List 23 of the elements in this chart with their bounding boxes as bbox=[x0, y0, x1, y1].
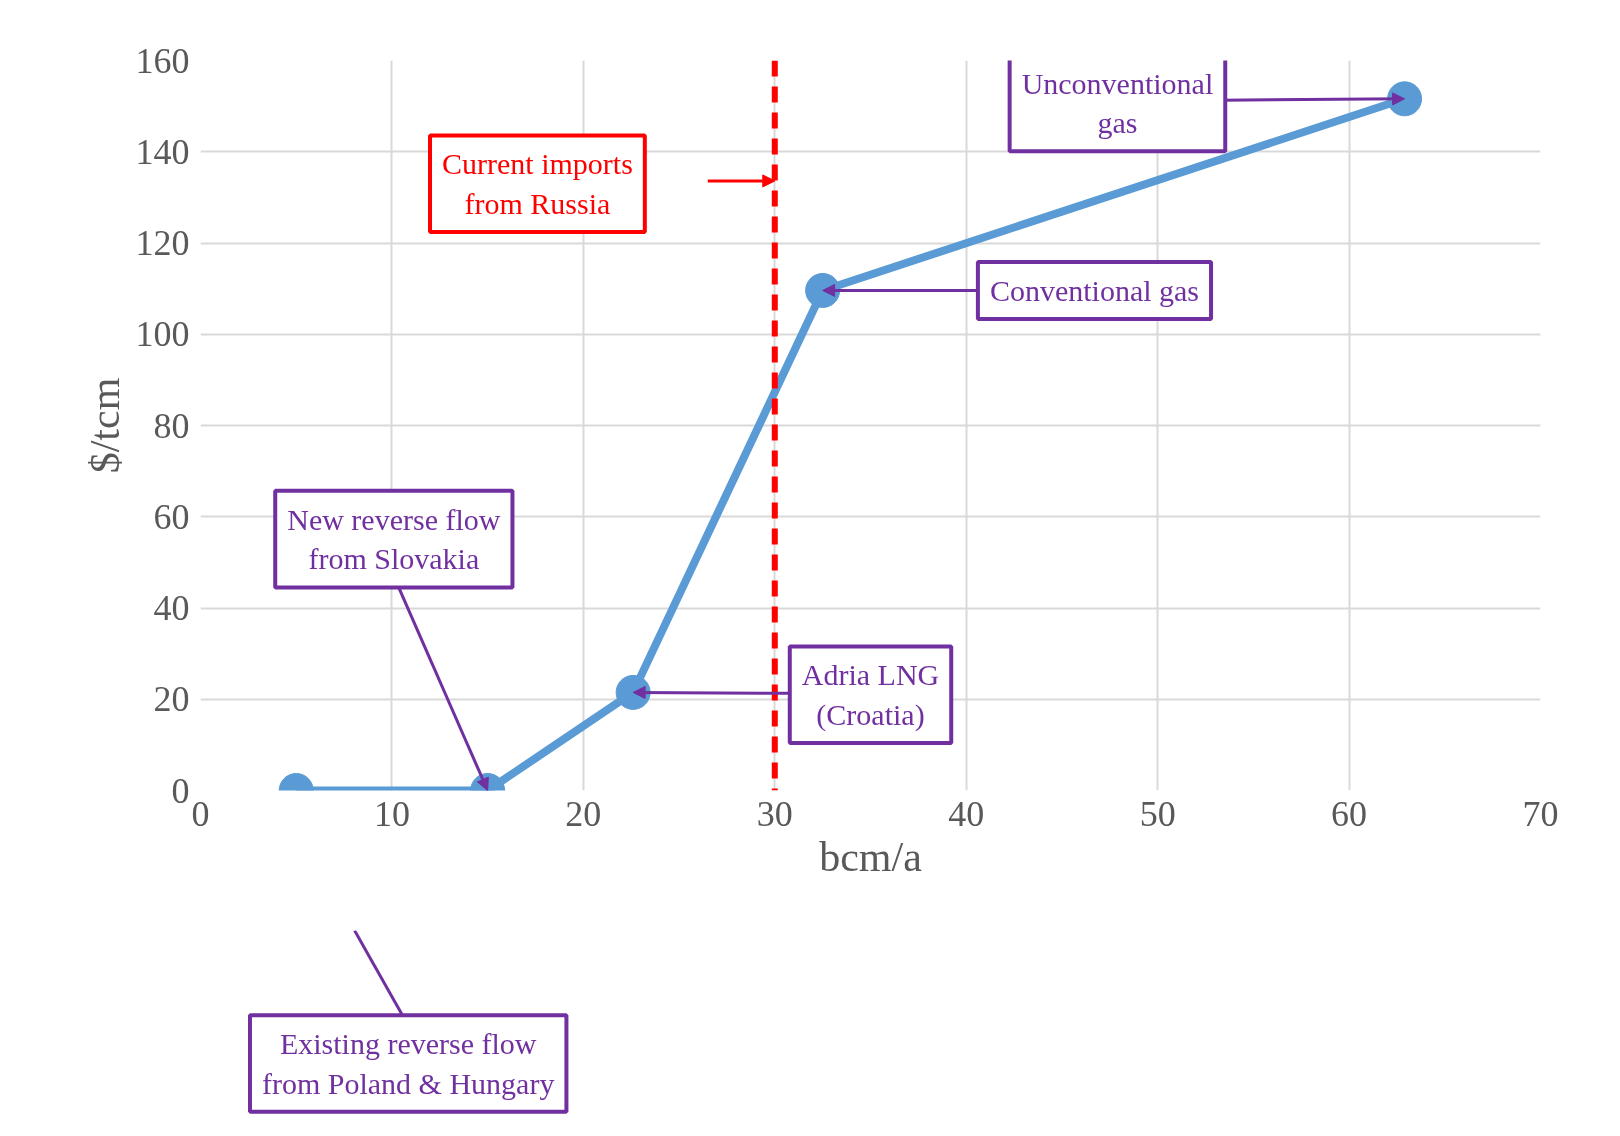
y-tick-label: 120 bbox=[135, 223, 190, 263]
annotation: Unconventional gas bbox=[1021, 66, 1214, 140]
text: Existing reverse flow from Poland & Hungary bbox=[261, 1027, 555, 1100]
y-tick-label: 140 bbox=[135, 131, 190, 172]
y-tick-label: 20 bbox=[153, 679, 190, 720]
x-tick-label: 20 bbox=[565, 793, 602, 834]
x-tick-label: 60 bbox=[1331, 793, 1368, 834]
x-tick-label: 30 bbox=[756, 793, 793, 834]
annotation: New reverse flow from Slovakia bbox=[287, 502, 501, 576]
x-tick-label: 10 bbox=[373, 793, 410, 834]
y-tick-label: 100 bbox=[135, 314, 190, 355]
y-axis-title: $/tcm bbox=[81, 377, 128, 474]
y-tick-label: 160 bbox=[135, 40, 190, 81]
y-tick-label: 80 bbox=[153, 405, 190, 446]
annotation: Conventional gas bbox=[989, 273, 1200, 307]
x-tick-label: 70 bbox=[1522, 793, 1559, 834]
annotation: Adria LNG (Croatia) bbox=[801, 658, 940, 732]
x-tick-label: 40 bbox=[948, 793, 985, 834]
x-tick-label: 50 bbox=[1139, 793, 1176, 834]
y-tick-label: 60 bbox=[153, 496, 190, 537]
ref-line-label: Current imports from Russia bbox=[442, 147, 633, 220]
x-axis-title: bcm/a bbox=[819, 833, 923, 880]
y-tick-label: 40 bbox=[153, 588, 190, 628]
